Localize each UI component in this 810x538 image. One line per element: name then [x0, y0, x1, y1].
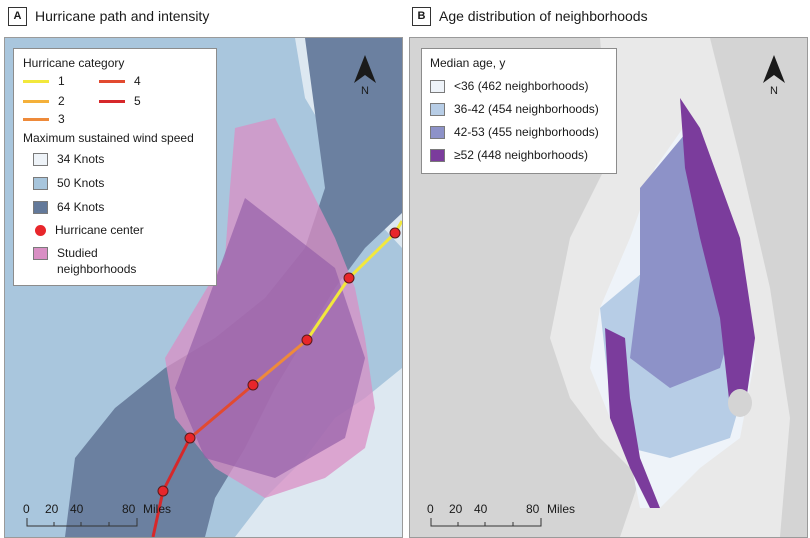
scale-b-unit: Miles [547, 502, 576, 516]
wind-34-swatch [33, 152, 48, 166]
wind-64-label: 64 Knots [57, 200, 105, 214]
hurricane-center [184, 432, 196, 444]
wind-64-knots-area [65, 38, 402, 537]
age-legend: Median age, y <36 (462 neighborhoods) 36… [421, 48, 617, 174]
studied-label-line2: neighborhoods [57, 262, 137, 276]
hurricane-legend: Hurricane category 1 2 3 4 5 Maximum sus… [13, 48, 217, 286]
track-category-5-a [161, 437, 192, 492]
category-2-line-icon [23, 99, 49, 103]
scale-b-graphic [430, 518, 542, 527]
north-label-a: N [361, 85, 369, 97]
category-2-label: 2 [58, 94, 65, 108]
scale-a-graphic [26, 518, 138, 527]
category-1-label: 1 [58, 74, 65, 88]
hurricane-center [301, 334, 313, 346]
studied-neighborhoods-label: Studied neighborhoods [57, 245, 136, 277]
north-label-b: N [770, 85, 778, 97]
panel-b-header: B Age distribution of neighborhoods [412, 6, 648, 26]
hurricane-map-canvas [5, 38, 402, 537]
legend-category-5: 5 [99, 94, 141, 108]
age-under-36-label: <36 (462 neighborhoods) [454, 79, 589, 93]
age-42-53-label: 42-53 (455 neighborhoods) [454, 125, 599, 139]
scale-a-tick-20: 20 [45, 502, 59, 516]
hurricane-center [343, 272, 355, 284]
panel-a-header: A Hurricane path and intensity [8, 6, 209, 26]
legend-category-2: 2 [23, 94, 65, 108]
legend-wind-64: 64 Knots [33, 200, 104, 214]
legend-hurricane-center: Hurricane center [33, 223, 144, 237]
hurricane-center [247, 379, 259, 391]
north-arrow-icon [763, 55, 785, 83]
category-5-line-icon [99, 99, 125, 103]
track-category-4 [189, 383, 254, 440]
age-52-plus-west [605, 328, 660, 508]
legend-wind-34: 34 Knots [33, 152, 104, 166]
legend-age-36-42: 36-42 (454 neighborhoods) [430, 102, 599, 116]
category-3-line-icon [23, 117, 49, 121]
legend-category-3: 3 [23, 112, 65, 126]
track-category-3 [252, 338, 308, 387]
age-36-42-label: 36-42 (454 neighborhoods) [454, 102, 599, 116]
scale-b-tick-20: 20 [449, 502, 463, 516]
scale-a-tick-80: 80 [122, 502, 136, 516]
north-arrow-b: N [763, 55, 785, 97]
age-42-53-swatch [430, 125, 445, 139]
category-4-line-icon [99, 79, 125, 83]
panel-a-title: Hurricane path and intensity [35, 8, 210, 24]
scale-b-tick-0: 0 [427, 502, 434, 516]
age-under-36-swatch [430, 79, 445, 93]
median-age-heading: Median age, y [430, 56, 506, 70]
age-36-42-swatch [430, 102, 445, 116]
studied-neighborhoods-overlap [175, 198, 365, 478]
panel-b-badge: B [412, 6, 431, 26]
legend-category-4: 4 [99, 74, 141, 88]
hurricane-center [157, 485, 169, 497]
wind-34-label: 34 Knots [57, 152, 105, 166]
hurricane-center [389, 227, 401, 239]
track-category-5-b [151, 490, 165, 537]
wind-50-label: 50 Knots [57, 176, 105, 190]
panel-b-title: Age distribution of neighborhoods [439, 8, 648, 24]
category-5-label: 5 [134, 94, 141, 108]
track-category-1-c [305, 277, 351, 341]
scale-bar-a: 0 20 40 80 Miles [23, 502, 176, 532]
age-52-plus-swatch [430, 148, 445, 162]
legend-wind-50: 50 Knots [33, 176, 104, 190]
category-3-label: 3 [58, 112, 65, 126]
north-arrow-a: N [354, 55, 376, 97]
legend-category-1: 1 [23, 74, 65, 88]
category-4-label: 4 [134, 74, 141, 88]
legend-age-52-plus: ≥52 (448 neighborhoods) [430, 148, 588, 162]
wind-50-swatch [33, 176, 48, 190]
scale-a-tick-40: 40 [70, 502, 84, 516]
category-1-line-icon [23, 79, 49, 83]
age-52-plus-label: ≥52 (448 neighborhoods) [454, 148, 589, 162]
panel-a-badge: A [8, 6, 27, 26]
hurricane-map [4, 37, 403, 538]
legend-age-under-36: <36 (462 neighborhoods) [430, 79, 588, 93]
age-42-53-area [630, 128, 740, 388]
wind-64-swatch [33, 200, 48, 214]
wind-speed-heading: Maximum sustained wind speed [23, 131, 194, 145]
lake-okeechobee [728, 389, 752, 417]
studied-neighborhoods-swatch [33, 247, 48, 260]
legend-studied-neighborhoods: Studied neighborhoods [33, 245, 136, 277]
legend-age-42-53: 42-53 (455 neighborhoods) [430, 125, 599, 139]
scale-a-unit: Miles [143, 502, 172, 516]
hurricane-center-dot-icon [35, 224, 46, 236]
scale-b-tick-40: 40 [474, 502, 488, 516]
track-category-1-b [347, 231, 397, 280]
hurricane-category-heading: Hurricane category [23, 56, 125, 70]
scale-bar-b: 0 20 40 80 Miles [427, 502, 580, 532]
hurricane-center-label: Hurricane center [55, 223, 144, 237]
north-arrow-icon [354, 55, 376, 83]
scale-a-tick-0: 0 [23, 502, 30, 516]
age-52-plus-east [680, 98, 755, 408]
scale-b-tick-80: 80 [526, 502, 540, 516]
studied-label-line1: Studied [57, 246, 98, 260]
